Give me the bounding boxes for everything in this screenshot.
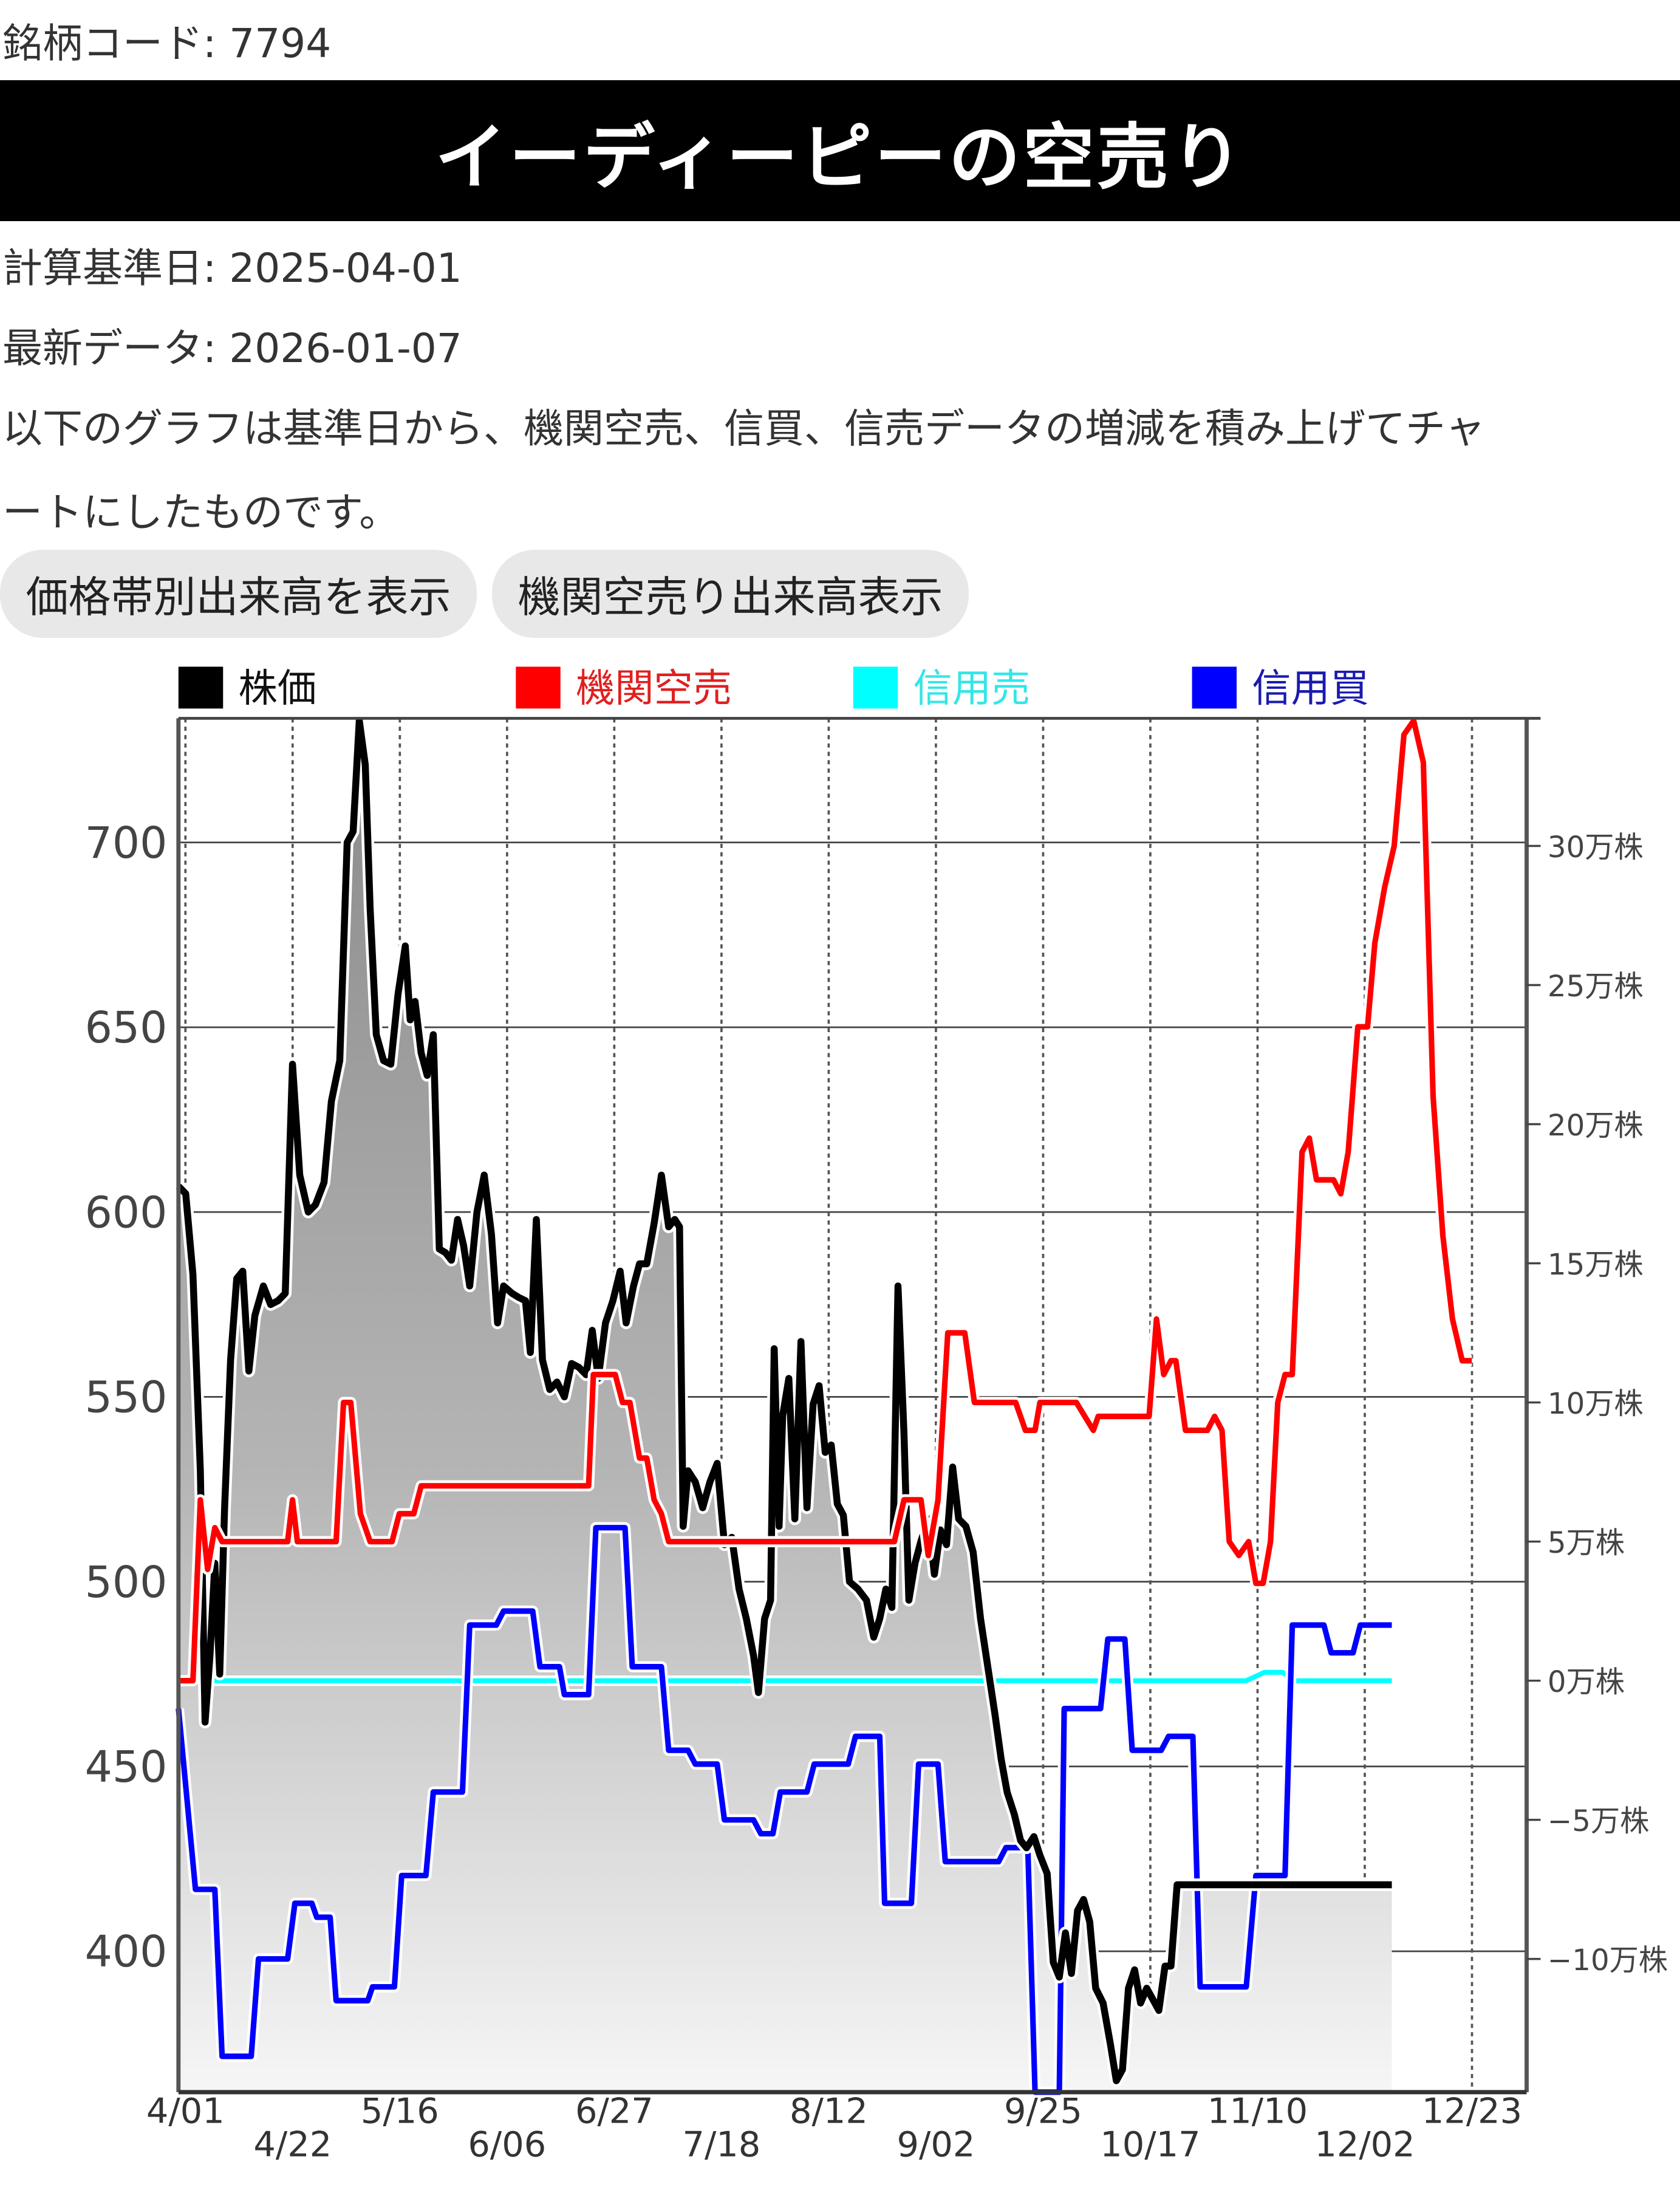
legend-label: 機関空売 [576,666,732,711]
legend-label: 信用売 [913,666,1031,711]
left-axis-label: 700 [85,818,168,868]
page-title: イーディーピーの空売り [435,115,1245,199]
x-axis-label: 12/02 [1314,2124,1415,2165]
chart-axes: 700 650 600 550 500 450 400 4/01 4/22 5/16 6/06 6/2… [85,717,1668,2165]
x-axis-label: 6/06 [468,2124,546,2165]
page-title-bar: イーディーピーの空売り [0,80,1680,221]
left-axis-label: 650 [85,1002,168,1053]
right-axis-label: 15万株 [1548,1248,1644,1282]
institutional-short-line [178,717,1472,1684]
chart-series [172,714,1472,2098]
margin-buy-line [176,1525,1392,2095]
x-axis-label: 4/22 [253,2124,332,2165]
right-axis-label: 0万株 [1548,1665,1625,1699]
show-price-volume-button[interactable]: 価格帯別出来高を表示 [0,550,477,638]
description-line-1: 以下のグラフは基準日から、機関空売、信買、信売データの増減を積み上げてチャ [2,405,1486,452]
right-axis-label: 30万株 [1548,830,1644,864]
x-axis-label: 9/02 [897,2124,975,2165]
left-axis-label: 500 [85,1557,168,1607]
legend-swatch-icon [853,666,898,709]
description-line-2: ートにしたものです。 [2,489,400,536]
x-axis-label: 10/17 [1100,2124,1200,2165]
x-axis-label: 9/25 [1004,2090,1082,2131]
x-axis-label: 4/01 [146,2090,225,2131]
price-line [176,717,1392,2084]
x-axis-label: 8/12 [790,2090,868,2131]
legend-swatch-icon [1192,666,1237,709]
x-axis-label: 7/18 [682,2124,760,2165]
right-axis-label: −5万株 [1548,1804,1649,1838]
base-date: 計算基準日: 2025-04-01 [2,245,462,292]
show-short-volume-button[interactable]: 機関空売り出来高表示 [492,550,969,638]
right-axis-label: 20万株 [1548,1109,1644,1143]
legend-swatch-icon [178,666,224,709]
right-axis-label: 5万株 [1548,1526,1625,1560]
left-axis-label: 600 [85,1187,168,1237]
legend-swatch-icon [516,666,561,709]
legend-label: 株価 [239,666,317,711]
x-axis-label: 6/27 [575,2090,654,2131]
left-axis-label: 450 [85,1742,168,1792]
chart-legend: 株価 機関空売 信用売 信用買 [178,666,1369,711]
x-axis-label: 11/10 [1207,2090,1308,2131]
right-axis-label: −10万株 [1548,1943,1668,1977]
x-axis-label: 5/16 [361,2090,439,2131]
left-axis-label: 550 [85,1372,168,1423]
left-axis-label: 400 [85,1926,168,1977]
x-axis-label: 12/23 [1422,2090,1522,2131]
latest-data-date: 最新データ: 2026-01-07 [2,325,462,372]
legend-label: 信用買 [1252,666,1369,711]
right-axis-label: 10万株 [1548,1387,1644,1421]
right-axis-label: 25万株 [1548,970,1644,1004]
stock-code: 銘柄コード: 7794 [2,20,332,67]
